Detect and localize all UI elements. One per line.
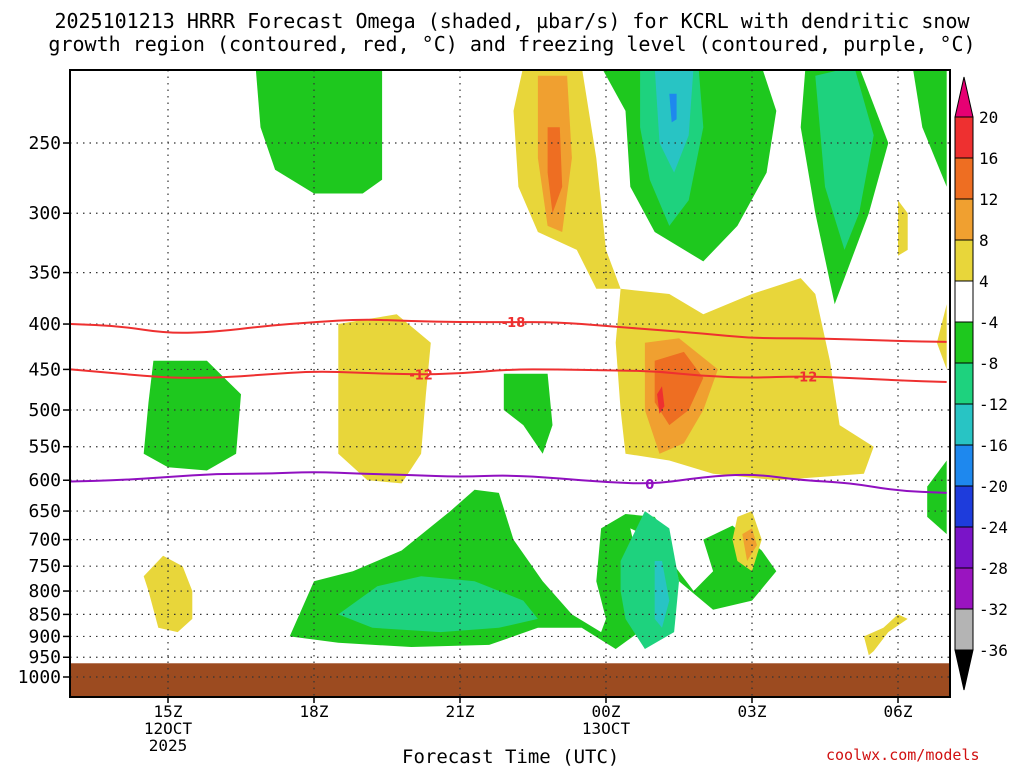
y-tick-label-650: 650: [28, 501, 61, 522]
y-tick-label-900: 900: [28, 626, 61, 647]
omega-region-10: [927, 460, 947, 535]
y-tick-label-950: 950: [28, 647, 61, 668]
omega-region-17: [547, 127, 563, 214]
omega-region-12: [338, 576, 538, 633]
colorbar-band-10: [954, 526, 974, 569]
colorbar-label-2: 12: [979, 190, 998, 209]
omega-region-28: [863, 614, 908, 656]
colorbar-label-3: 8: [979, 231, 989, 250]
plot-frame: [69, 69, 951, 698]
colorbar-band-9: [954, 485, 974, 528]
omega-region-18: [338, 314, 431, 484]
omega-region-25: [143, 555, 193, 633]
y-tick-label-700: 700: [28, 530, 61, 551]
colorbar-band-0: [954, 116, 974, 159]
contour-1: [70, 368, 947, 384]
colorbar-label-4: 4: [979, 272, 989, 291]
y-tick-label-400: 400: [28, 314, 61, 335]
credit-text[interactable]: coolwx.com/models: [826, 746, 980, 764]
colorbar-label-6: -8: [979, 354, 998, 373]
ground-fill: [70, 663, 950, 697]
chart-title-line-1: 2025101213 HRRR Forecast Omega (shaded, …: [54, 9, 970, 33]
omega-region-14: [654, 561, 670, 628]
contour-label-2-0: 0: [645, 478, 654, 493]
plot-area: [70, 70, 950, 697]
contour-0: [70, 318, 947, 343]
y-tick-label-850: 850: [28, 604, 61, 625]
x-tick-label-11-0: 00Z: [592, 702, 621, 721]
colorbar-label-11: -28: [979, 559, 1008, 578]
omega-region-5: [669, 93, 677, 123]
y-tick-label-750: 750: [28, 556, 61, 577]
colorbar-band-3: [954, 239, 974, 282]
y-tick-label-550: 550: [28, 437, 61, 458]
axes: 2503003504004505005506006507007508008509…: [18, 69, 951, 755]
contour-label-0-0: -18: [502, 316, 526, 331]
colorbar-band-8: [954, 444, 974, 487]
colorbar-label-1: 16: [979, 149, 998, 168]
omega-region-0: [255, 70, 383, 194]
omega-region-23: [898, 200, 908, 256]
x-tick-label-11-1: 13OCT: [582, 719, 631, 738]
colorbar-band-12: [954, 608, 974, 651]
omega-region-21: [654, 351, 704, 426]
contour-label-1-1: -12: [794, 370, 818, 385]
x-tick-label-17-0: 06Z: [884, 702, 913, 721]
chart-title-line-2: growth region (contoured, red, °C) and f…: [48, 32, 976, 56]
x-tick-label-2-1: 12OCT: [144, 719, 193, 738]
colorbar-band-5: [954, 321, 974, 364]
colorbar-band-6: [954, 362, 974, 405]
y-tick-label-250: 250: [28, 133, 61, 154]
grid: [70, 70, 950, 697]
contour-label-1-0: -12: [409, 368, 433, 383]
omega-region-8: [913, 70, 947, 187]
colorbar-band-7: [954, 403, 974, 446]
x-axis-label: Forecast Time (UTC): [402, 746, 620, 768]
colorbar: 20 16 12 8 4 -4 -8 -12 -16 -20 -24 -28 -32 -36: [954, 76, 1008, 691]
colorbar-band-4: [954, 280, 974, 323]
colorbar-label-12: -32: [979, 600, 1008, 619]
y-tick-label-300: 300: [28, 203, 61, 224]
y-tick-label-1000: 1000: [18, 667, 61, 688]
omega-region-1: [143, 360, 241, 471]
contour-2: [70, 471, 947, 494]
colorbar-label-10: -24: [979, 518, 1008, 537]
colorbar-arrow-top: [954, 76, 974, 118]
x-tick-label-14-0: 03Z: [738, 702, 767, 721]
y-tick-label-350: 350: [28, 263, 61, 284]
colorbar-band-2: [954, 198, 974, 241]
omega-region-9: [503, 373, 553, 454]
omega-region-24: [936, 304, 947, 370]
y-tick-label-500: 500: [28, 400, 61, 421]
colorbar-label-9: -20: [979, 477, 1008, 496]
y-tick-label-800: 800: [28, 581, 61, 602]
x-tick-label-2-2: 2025: [149, 736, 188, 755]
omega-region-7: [815, 70, 874, 250]
colorbar-label-13: -36: [979, 641, 1008, 660]
omega-region-22: [657, 386, 665, 414]
omega-region-27: [742, 528, 757, 561]
colorbar-band-1: [954, 157, 974, 200]
contours: -18 -12 -12 0: [70, 316, 947, 494]
omega-region-4: [654, 70, 694, 173]
colorbar-label-5: -4: [979, 313, 998, 332]
x-tick-label-2-0: 15Z: [154, 702, 183, 721]
colorbar-label-7: -12: [979, 395, 1008, 414]
x-tick-label-5-0: 18Z: [300, 702, 329, 721]
y-tick-label-600: 600: [28, 470, 61, 491]
colorbar-label-8: -16: [979, 436, 1008, 455]
colorbar-arrow-bottom: [954, 649, 974, 691]
colorbar-label-0: 20: [979, 108, 998, 127]
x-tick-label-8-0: 21Z: [446, 702, 475, 721]
colorbar-band-11: [954, 567, 974, 610]
y-tick-label-450: 450: [28, 359, 61, 380]
